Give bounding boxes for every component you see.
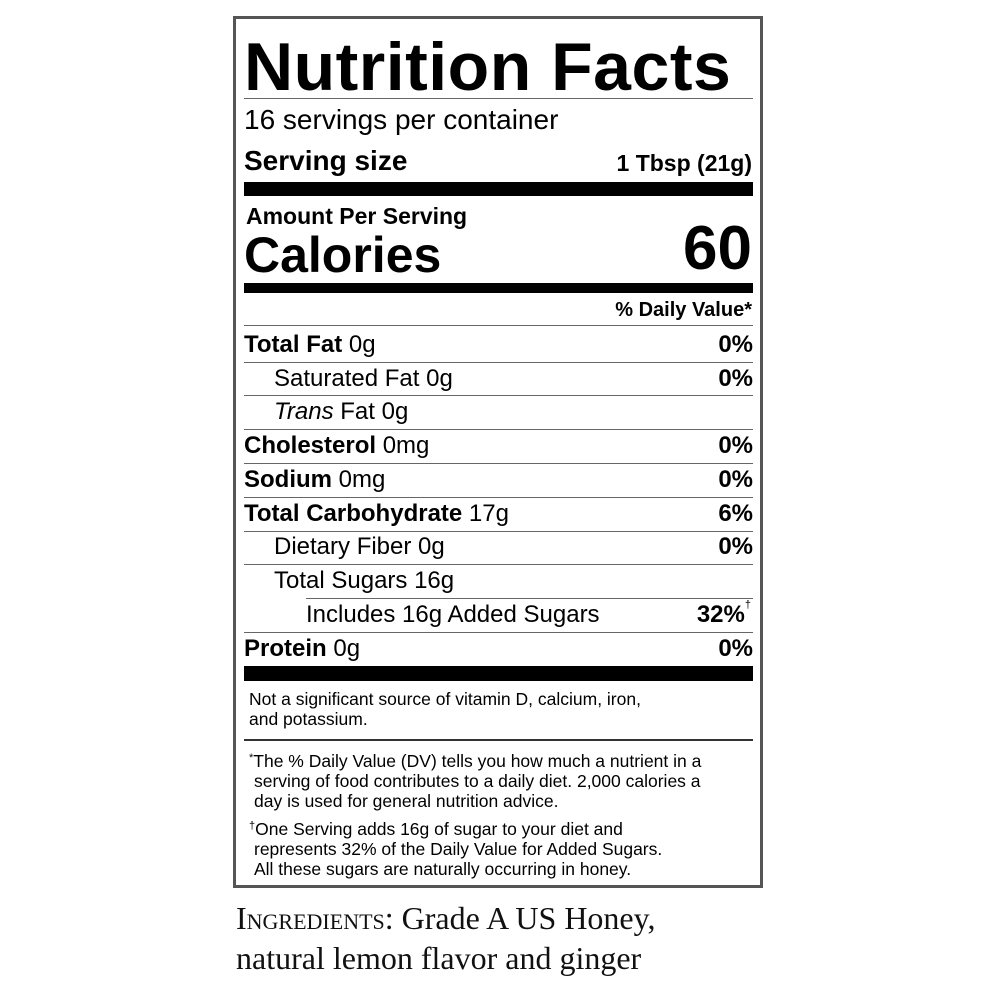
footnote-line: The % Daily Value (DV) tells you how muc… <box>253 751 702 771</box>
divider <box>244 325 753 326</box>
divider <box>244 632 753 633</box>
medium-divider <box>244 283 753 293</box>
servings-per-container: 16 servings per container <box>244 104 559 135</box>
label-title: Nutrition Facts <box>244 29 732 105</box>
nutrient-row-sodium: Sodium 0mg 0% <box>244 463 753 497</box>
footnote-added-sugars: †One Serving adds 16g of sugar to your d… <box>249 819 662 879</box>
divider <box>306 598 753 599</box>
nutrient-name: Dietary Fiber <box>274 533 412 560</box>
nutrient-row-added-sugars: Includes 16g Added Sugars 32%† <box>244 598 753 632</box>
nutrient-amount: 0g <box>348 331 376 358</box>
asterisk-mark: * <box>249 752 254 764</box>
nutrient-row-protein: Protein 0g 0% <box>244 632 753 666</box>
nutrient-name: Total Sugars <box>274 567 408 594</box>
nutrient-name: Sodium <box>244 466 332 493</box>
thick-divider <box>244 182 753 196</box>
nutrient-name: Includes 16g Added Sugars <box>306 601 600 628</box>
nutrient-row-saturated-fat: Saturated Fat 0g 0% <box>244 362 753 396</box>
divider <box>244 564 753 565</box>
daily-value-header: % Daily Value* <box>615 299 752 321</box>
nutrient-row-dietary-fiber: Dietary Fiber 0g 0% <box>244 530 753 564</box>
nutrient-dv: 32% <box>696 601 745 628</box>
footnote-line: All these sugars are naturally occurring… <box>254 859 632 879</box>
ingredients-line: Grade A US Honey, <box>401 900 656 936</box>
nutrient-dv: 0% <box>718 365 753 392</box>
divider <box>244 429 753 430</box>
note-line: Not a significant source of vitamin D, c… <box>249 689 641 709</box>
nutrient-dv: 0% <box>718 533 753 560</box>
nutrition-facts-label: Nutrition Facts 16 servings per containe… <box>233 16 763 888</box>
nutrient-dv: 6% <box>718 500 753 527</box>
nutrient-row-total-carbohydrate: Total Carbohydrate 17g 6% <box>244 497 753 531</box>
nutrient-name: Cholesterol <box>244 432 377 459</box>
footnote-daily-value: *The % Daily Value (DV) tells you how mu… <box>249 751 701 811</box>
nutrient-name: Trans <box>274 398 334 425</box>
nutrient-amount: 0g <box>426 365 453 392</box>
calories-label: Calories <box>244 227 442 283</box>
nutrient-name: Protein <box>244 635 327 662</box>
nutrient-amount: 0g <box>418 533 445 560</box>
nutrient-name: Total Carbohydrate <box>244 500 463 527</box>
nutrient-row-total-fat: Total Fat 0g 0% <box>244 328 753 362</box>
nutrient-name: Saturated Fat <box>274 365 420 392</box>
ingredients-label: Ingredients: <box>236 900 394 936</box>
divider <box>244 362 753 363</box>
thick-divider <box>244 666 753 681</box>
nutrient-amount: 0g <box>381 398 409 425</box>
nutrient-dv: 0% <box>718 432 753 459</box>
divider <box>244 395 753 396</box>
micronutrient-note: Not a significant source of vitamin D, c… <box>249 689 641 729</box>
serving-size-value: 1 Tbsp (21g) <box>616 150 752 176</box>
dagger-mark: † <box>744 599 751 611</box>
nutrient-row-cholesterol: Cholesterol 0mg 0% <box>244 429 753 463</box>
nutrient-amount: 0mg <box>382 432 430 459</box>
nutrient-row-total-sugars: Total Sugars 16g <box>244 564 753 598</box>
calories-value: 60 <box>683 214 752 283</box>
amount-per-serving: Amount Per Serving <box>246 203 468 229</box>
nutrient-dv: 0% <box>718 635 753 662</box>
footnote-line: serving of food contributes to a daily d… <box>254 771 701 791</box>
nutrient-row-trans-fat: Trans Fat 0g <box>244 395 753 429</box>
divider <box>244 739 753 741</box>
divider <box>244 497 753 498</box>
divider <box>244 463 753 464</box>
ingredients-line: natural lemon flavor and ginger <box>236 940 642 976</box>
divider <box>244 531 753 532</box>
nutrient-dv: 0% <box>718 466 753 493</box>
nutrient-name: Total Fat <box>244 331 343 358</box>
ingredients: Ingredients: Grade A US Honey, natural l… <box>236 898 656 978</box>
dagger-mark: † <box>249 820 256 832</box>
nutrient-dv: 0% <box>718 331 753 358</box>
footnote-line: day is used for general nutrition advice… <box>254 791 559 811</box>
serving-size-label: Serving size <box>244 145 408 176</box>
footnote-line: One Serving adds 16g of sugar to your di… <box>255 819 623 839</box>
nutrient-amount: 0mg <box>338 466 386 493</box>
nutrient-amount: 0g <box>333 635 361 662</box>
nutrient-name-suffix: Fat <box>340 398 375 425</box>
footnote-line: represents 32% of the Daily Value for Ad… <box>254 839 663 859</box>
nutrient-amount: 17g <box>468 500 509 527</box>
divider <box>244 98 753 99</box>
note-line: and potassium. <box>249 709 368 729</box>
nutrient-amount: 16g <box>414 567 455 594</box>
